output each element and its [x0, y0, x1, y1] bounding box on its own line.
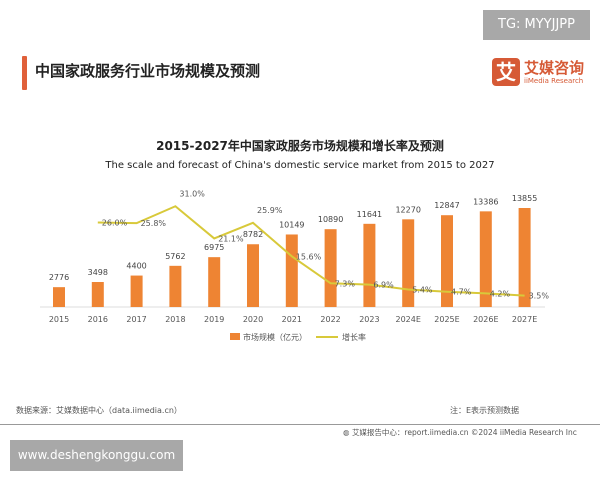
- growth-rate-line: [97, 205, 525, 297]
- x-tick-label: 2018: [165, 315, 185, 324]
- growth-rate-label: 4.7%: [451, 288, 472, 297]
- bar: [402, 219, 415, 307]
- chart-subtitle: The scale and forecast of China's domest…: [105, 160, 495, 171]
- x-tick-label: 2021: [282, 315, 302, 324]
- growth-rate-label: 25.8%: [141, 219, 167, 228]
- bar-value-label: 4400: [126, 262, 146, 271]
- bar: [208, 257, 221, 307]
- growth-rate-label: 6.9%: [373, 281, 394, 290]
- bar-value-label: 13855: [512, 194, 537, 203]
- watermark-top: TG: MYYJJPP: [483, 10, 590, 40]
- globe-icon: ◍: [343, 428, 352, 437]
- x-tick-label: 2027E: [512, 315, 537, 324]
- bar: [441, 215, 453, 307]
- growth-rate-label: 4.2%: [490, 289, 511, 298]
- growth-rate-label: 7.3%: [335, 279, 356, 288]
- bar: [130, 275, 143, 307]
- data-source: 数据来源：艾媒数据中心（data.iimedia.cn）: [16, 406, 182, 415]
- growth-rate-label: 3.5%: [529, 292, 550, 301]
- divider: [0, 424, 600, 425]
- bar-value-label: 11641: [357, 210, 382, 219]
- page-title: 中国家政服务行业市场规模及预测: [35, 62, 261, 80]
- x-tick-label: 2015: [49, 315, 69, 324]
- legend-label-line: 增长率: [342, 332, 366, 342]
- report-text: 艾媒报告中心：report.iimedia.cn ©2024 iiMedia R…: [351, 428, 577, 437]
- growth-rate-label: 26.0%: [102, 219, 128, 228]
- growth-rate-label: 15.6%: [296, 252, 322, 261]
- chart: 2776 2015 3498 2016 4400 2017 5762 2018 6975 2019…: [40, 189, 550, 342]
- imedia-logo: 艾 艾媒咨询 iiMedia Research: [492, 58, 592, 92]
- bar-value-label: 8782: [243, 230, 263, 239]
- bar: [479, 211, 492, 307]
- bar-value-label: 2776: [49, 273, 69, 282]
- x-tick-label: 2019: [204, 315, 224, 324]
- bar-value-label: 5762: [165, 252, 185, 261]
- bar: [247, 244, 259, 307]
- report-credit: ◍ 艾媒报告中心：report.iimedia.cn ©2024 iiMedia…: [343, 427, 577, 438]
- watermark-bottom: www.deshengkonggu.com: [10, 440, 183, 471]
- bar: [363, 223, 376, 307]
- growth-rate-label: 25.9%: [257, 206, 283, 215]
- bar: [285, 234, 298, 307]
- logo-cn: 艾媒咨询: [524, 59, 585, 77]
- x-tick-label: 2016: [88, 315, 108, 324]
- x-tick-label: 2025E: [434, 315, 459, 324]
- bar: [169, 265, 182, 307]
- x-tick-label: 2026E: [473, 315, 498, 324]
- x-tick-label: 2020: [243, 315, 263, 324]
- x-tick-label: 2024E: [395, 315, 420, 324]
- logo-mark: 艾: [492, 58, 520, 86]
- bar-value-label: 10149: [279, 220, 304, 229]
- bar-value-label: 12847: [434, 201, 459, 210]
- growth-rate-label: 21.1%: [218, 234, 244, 243]
- growth-rate-label: 31.0%: [179, 189, 205, 198]
- bar: [324, 229, 337, 307]
- bar: [53, 287, 65, 307]
- bar-value-label: 10890: [318, 215, 343, 224]
- bar-value-label: 13386: [473, 197, 498, 206]
- logo-en: iiMedia Research: [524, 77, 584, 85]
- title-accent-bar: [22, 56, 27, 90]
- x-tick-label: 2022: [320, 315, 340, 324]
- legend-label-bar: 市场规模（亿元）: [243, 332, 307, 342]
- legend-swatch-bar: [230, 333, 240, 340]
- bar-value-label: 6975: [204, 243, 224, 252]
- bar: [91, 282, 104, 307]
- bar: [518, 208, 531, 307]
- growth-rate-label: 5.4%: [412, 285, 433, 294]
- forecast-note: 注：E表示预测数据: [450, 406, 520, 415]
- bar-value-label: 12270: [395, 205, 420, 214]
- bar-value-label: 3498: [88, 268, 108, 277]
- x-tick-label: 2023: [359, 315, 379, 324]
- x-tick-label: 2017: [126, 315, 146, 324]
- chart-title: 2015-2027年中国家政服务市场规模和增长率及预测: [156, 139, 444, 153]
